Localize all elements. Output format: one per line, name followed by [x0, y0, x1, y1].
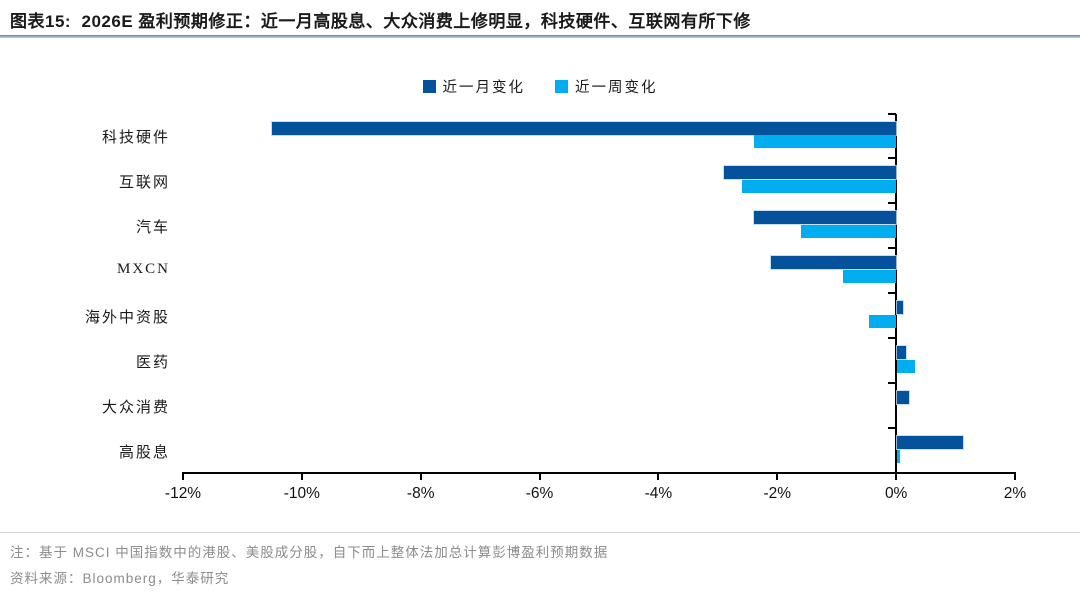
x-axis-tick-label: -2% [763, 485, 792, 502]
x-axis-tick [657, 473, 660, 480]
x-axis-tick [538, 473, 541, 480]
category-label: 科技硬件 [101, 129, 170, 146]
legend-label: 近一月变化 [442, 80, 525, 96]
category-label: 汽车 [135, 219, 170, 236]
x-axis-line [182, 472, 1016, 474]
title-divider [0, 35, 1080, 38]
y-axis-zero-line [895, 113, 898, 474]
footer-divider [0, 532, 1080, 533]
y-axis-tick [888, 202, 897, 205]
bar-week-change [842, 269, 897, 283]
bar-month-change [272, 121, 897, 135]
category-label: 医药 [135, 354, 170, 371]
chart-note: 注：基于 MSCI 中国指数中的港股、美股成分股，自下而上整体法加总计算彭博盈利… [10, 545, 609, 560]
bar-week-change [897, 449, 901, 463]
bar-week-change [801, 224, 897, 238]
x-axis-tick-label: -6% [525, 485, 554, 502]
bar-week-change [897, 359, 915, 373]
bar-month-change [897, 346, 907, 360]
x-axis-tick [182, 473, 184, 480]
category-label: 海外中资股 [84, 309, 170, 326]
x-axis-tick-label: -12% [164, 485, 202, 502]
y-axis-tick [888, 427, 897, 430]
bar-month-change [897, 436, 963, 450]
category-label: MXCN [116, 260, 170, 277]
x-axis-tick [895, 473, 898, 480]
bar-week-change [741, 179, 897, 193]
x-axis-tick [419, 473, 422, 480]
y-axis-tick [888, 112, 897, 115]
y-axis-tick [888, 292, 897, 295]
x-axis-tick-label: -4% [644, 485, 673, 502]
bar-week-change [869, 314, 897, 328]
chart-source: 资料来源：Bloomberg，华泰研究 [10, 571, 230, 586]
bar-month-change [771, 256, 897, 270]
x-axis-tick-label: 0% [884, 485, 908, 502]
x-axis-tick [776, 473, 779, 480]
legend-label: 近一周变化 [575, 80, 658, 96]
y-axis-tick [888, 247, 897, 250]
legend-item-0: 近一月变化 [422, 76, 526, 97]
legend-swatch-icon [422, 80, 436, 93]
x-axis-tick [300, 473, 303, 480]
x-axis-tick [1014, 473, 1016, 480]
category-label: 互联网 [118, 174, 170, 191]
x-axis-tick-label: -8% [406, 485, 435, 502]
bar-month-change [753, 211, 897, 225]
y-axis-tick [888, 382, 897, 385]
x-axis-tick-label: 2% [1003, 485, 1027, 502]
chart-legend: 近一月变化 近一周变化 [0, 76, 1080, 97]
bar-month-change [723, 166, 897, 180]
x-axis-tick-label: -10% [283, 485, 320, 502]
legend-swatch-icon [555, 80, 568, 93]
category-label: 大众消费 [101, 399, 170, 416]
bar-month-change [897, 391, 910, 405]
y-axis-tick [888, 337, 897, 340]
bar-week-change [753, 135, 897, 148]
y-axis-tick [888, 157, 897, 160]
bar-month-change [897, 301, 904, 315]
figure-title: 图表15: 2026E 盈利预期修正：近一月高股息、大众消费上修明显，科技硬件、… [10, 12, 751, 31]
legend-item-1: 近一周变化 [555, 76, 658, 97]
category-label: 高股息 [118, 444, 170, 461]
